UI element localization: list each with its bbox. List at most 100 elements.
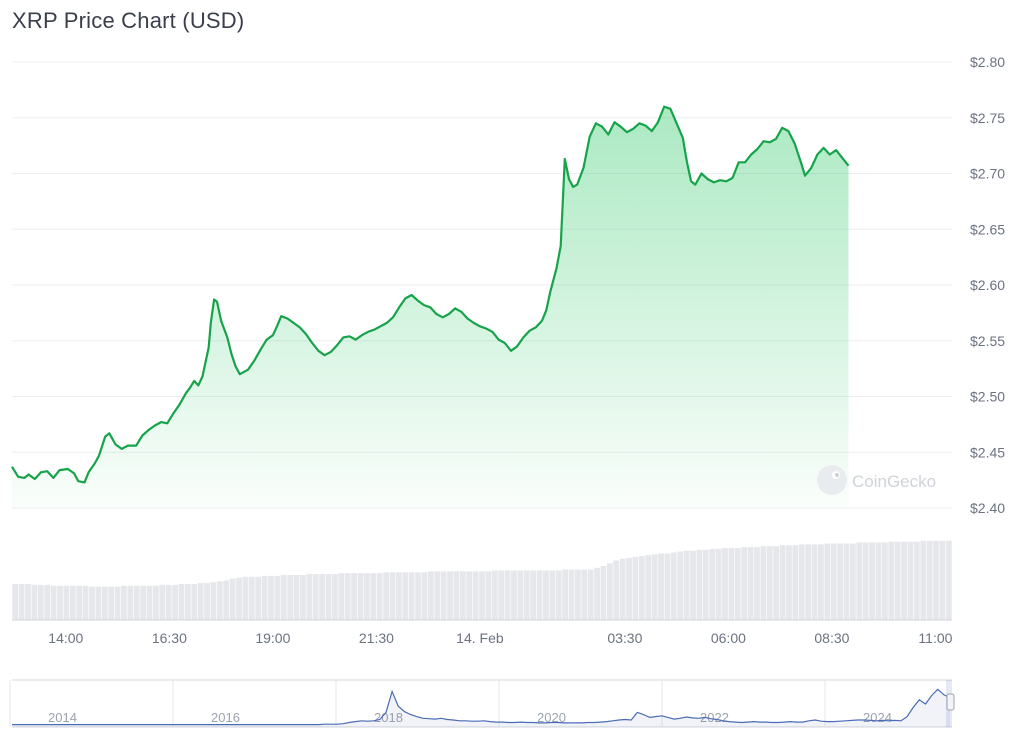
navigator-handle-icon[interactable] bbox=[946, 693, 955, 711]
volume-bar bbox=[306, 574, 313, 620]
volume-bar bbox=[44, 584, 51, 620]
navigator-tick-label: 2020 bbox=[537, 710, 566, 725]
volume-bar bbox=[901, 541, 907, 620]
volume-bar bbox=[805, 544, 812, 620]
volume-bar bbox=[223, 580, 230, 620]
volume-bar bbox=[773, 546, 780, 620]
volume-bar bbox=[12, 584, 19, 620]
volume-bar bbox=[638, 556, 645, 620]
volume-bar bbox=[479, 571, 485, 620]
volume-bar bbox=[389, 572, 396, 620]
volume-bar bbox=[766, 546, 773, 620]
volume-bar bbox=[248, 576, 255, 620]
volume-bar bbox=[434, 571, 441, 620]
x-tick-label: 19:00 bbox=[255, 630, 290, 646]
volume-bar bbox=[312, 574, 319, 620]
volume-bar bbox=[152, 585, 159, 620]
volume-bar bbox=[191, 584, 198, 620]
volume-bar bbox=[229, 578, 236, 620]
volume-bar bbox=[722, 548, 728, 620]
y-axis-labels: $2.80 $2.75 $2.70 $2.65 $2.60 $2.55 $2.50 $2.45… bbox=[970, 54, 1005, 516]
volume-bar bbox=[184, 584, 191, 620]
volume-bar bbox=[792, 545, 799, 620]
x-tick-label: 06:00 bbox=[711, 630, 746, 646]
volume-bar bbox=[57, 585, 63, 620]
volume-bar bbox=[178, 584, 185, 620]
volume-bar bbox=[121, 585, 127, 620]
volume-bar bbox=[268, 575, 274, 620]
price-series-line[interactable] bbox=[11, 105, 850, 484]
volume-bar bbox=[165, 584, 172, 620]
volume-bar bbox=[280, 575, 287, 620]
volume-bar bbox=[581, 569, 588, 620]
volume-bar bbox=[114, 586, 121, 620]
volume-bar bbox=[159, 584, 166, 620]
volume-bar bbox=[402, 572, 409, 620]
volume-bar bbox=[843, 543, 850, 620]
volume-bar bbox=[658, 553, 664, 620]
volume-bar bbox=[498, 570, 505, 620]
volume-bar bbox=[818, 544, 824, 620]
price-area-fill bbox=[12, 106, 849, 508]
volume-bar bbox=[632, 557, 639, 620]
volume-bar bbox=[664, 553, 671, 620]
x-tick-label: 14. Feb bbox=[456, 630, 504, 646]
volume-bar bbox=[613, 560, 620, 620]
volume-bar bbox=[888, 541, 895, 620]
navigator-tick-label: 2016 bbox=[211, 710, 240, 725]
y-tick-label: $2.50 bbox=[970, 389, 1005, 405]
volume-bar bbox=[18, 584, 25, 620]
volume-bar bbox=[830, 543, 837, 620]
x-tick-label: 21:30 bbox=[359, 630, 394, 646]
volume-bar bbox=[453, 571, 460, 620]
volume-bar bbox=[690, 550, 696, 620]
volume-bar bbox=[779, 545, 786, 620]
y-tick-label: $2.65 bbox=[970, 221, 1005, 237]
navigator-area bbox=[12, 689, 950, 727]
volume-bar bbox=[108, 586, 115, 620]
volume-bar bbox=[216, 581, 223, 620]
volume-bar bbox=[933, 540, 939, 620]
y-tick-label: $2.40 bbox=[970, 500, 1005, 516]
navigator-tick-label: 2018 bbox=[374, 710, 403, 725]
navigator[interactable]: 2014 2016 2018 2020 2022 2024 bbox=[9, 679, 955, 728]
volume-bar bbox=[319, 574, 326, 620]
volume-bar bbox=[575, 569, 581, 620]
volume-bar bbox=[606, 563, 613, 620]
volume-bar bbox=[849, 543, 856, 620]
volume-bar bbox=[447, 571, 453, 620]
volume-bar bbox=[408, 572, 415, 620]
volume-bar bbox=[504, 570, 511, 620]
volume-bar bbox=[555, 570, 562, 620]
volume-bar bbox=[344, 573, 351, 620]
volume-bar bbox=[511, 570, 517, 620]
volume-bar bbox=[881, 542, 888, 620]
volume-bar bbox=[696, 549, 703, 620]
volume-bar bbox=[69, 585, 76, 620]
price-line[interactable] bbox=[11, 105, 850, 484]
volume-bar bbox=[383, 572, 389, 620]
volume-bar bbox=[357, 573, 364, 620]
price-area bbox=[12, 106, 849, 508]
volume-bar bbox=[549, 570, 556, 620]
volume-bar bbox=[395, 572, 402, 620]
volume-bar bbox=[370, 573, 377, 620]
volume-bar bbox=[325, 574, 332, 620]
volume-bar bbox=[274, 575, 281, 620]
volume-bar bbox=[754, 547, 760, 620]
navigator-tick-label: 2024 bbox=[863, 710, 892, 725]
volume-bar bbox=[89, 586, 95, 620]
volume-bar bbox=[37, 584, 44, 620]
volume-bar bbox=[543, 570, 549, 620]
volume-bar bbox=[255, 576, 262, 620]
volume-bar bbox=[920, 540, 927, 620]
volume-bar bbox=[926, 540, 933, 620]
volume-bar bbox=[536, 570, 543, 620]
y-tick-label: $2.45 bbox=[970, 444, 1005, 460]
volume-bar bbox=[517, 570, 524, 620]
volume-bar bbox=[210, 582, 217, 620]
volume-bar bbox=[376, 573, 383, 620]
x-tick-label: 16:30 bbox=[152, 630, 187, 646]
volume-bar bbox=[427, 571, 434, 620]
